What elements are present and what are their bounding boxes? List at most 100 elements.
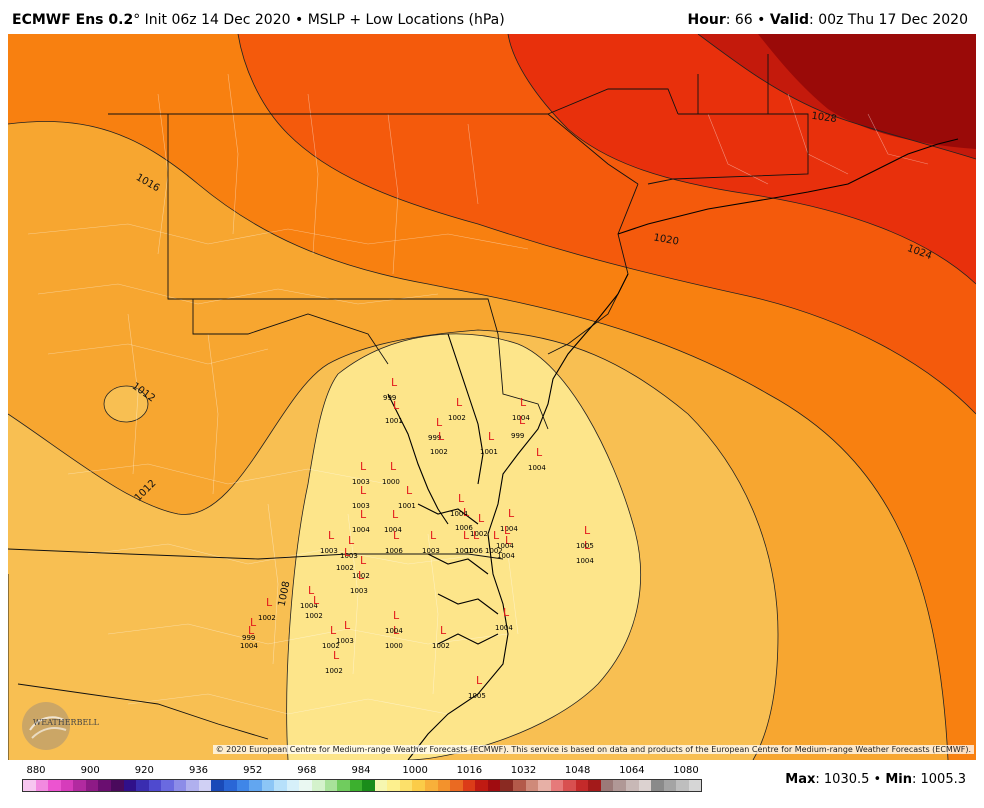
copyright-notice: © 2020 European Centre for Medium-range … <box>212 745 974 754</box>
low-pressure-value: 999 <box>428 434 441 442</box>
max-label: Max <box>785 772 816 787</box>
low-pressure-value: 1005 <box>468 692 486 700</box>
scale-swatch <box>651 780 664 791</box>
low-pressure-value: 1002 <box>336 564 354 572</box>
low-marker: L <box>463 506 470 519</box>
scale-swatch <box>148 780 162 791</box>
low-pressure-value: 1003 <box>352 478 370 486</box>
scale-swatch <box>48 780 61 791</box>
low-pressure-value: 1002 <box>430 448 448 456</box>
isobar-label: 1008 <box>277 580 293 607</box>
low-pressure-value: 1002 <box>470 530 488 538</box>
coastline <box>387 138 959 760</box>
low-pressure-value: 1004 <box>352 526 370 534</box>
pressure-map: 1008 1012 1012 1016 1020 1024 1028 L 999 L… <box>8 34 976 760</box>
low-pressure-value: 1005 <box>576 542 594 550</box>
scale-swatch <box>425 780 438 791</box>
low-marker: L <box>360 508 367 521</box>
low-marker: L <box>393 399 400 412</box>
low-marker: L <box>476 674 483 687</box>
scale-swatch <box>211 780 224 791</box>
low-pressure-value: 1002 <box>325 667 343 675</box>
low-pressure-value: 1001 <box>398 502 416 510</box>
low-pressure-value: 999 <box>511 432 524 440</box>
degree-symbol: ° <box>133 12 141 28</box>
max-min-summary: Max: 1030.5 • Min: 1005.3 <box>785 772 966 787</box>
scale-tick-label: 900 <box>80 765 100 776</box>
weatherbell-logo-icon <box>22 702 70 750</box>
valid-label: Valid <box>769 12 810 28</box>
scale-swatch <box>161 780 174 791</box>
low-marker: L <box>344 546 351 559</box>
low-pressure-value: 1004 <box>576 557 594 565</box>
low-marker: L <box>248 624 255 637</box>
scale-labels: 880 900 920 936 952 968 984 1000 1016 1032 1048 106… <box>22 765 702 777</box>
low-pressure-value: 1000 <box>382 478 400 486</box>
low-marker: L <box>473 529 480 542</box>
low-marker: L <box>360 484 367 497</box>
scale-swatch <box>173 780 187 791</box>
scale-swatch <box>575 780 589 791</box>
hour-label: Hour <box>687 12 726 28</box>
valid-value: : 00z Thu 17 Dec 2020 <box>809 12 968 28</box>
scale-swatch <box>588 780 601 791</box>
scale-swatch <box>487 780 501 791</box>
low-marker: L <box>393 624 400 637</box>
low-marker: L <box>463 529 470 542</box>
low-marker: L <box>493 529 500 542</box>
low-marker: L <box>508 507 515 520</box>
low-pressure-value: 1004 <box>500 525 518 533</box>
low-pressure-value: 1000 <box>385 642 403 650</box>
low-marker: L <box>344 619 351 632</box>
low-marker: L <box>358 569 365 582</box>
scale-swatch <box>224 780 237 791</box>
low-pressure-value: 1001 <box>385 417 403 425</box>
scale-swatch <box>374 780 388 791</box>
low-pressure-value: 1002 <box>322 642 340 650</box>
low-marker: L <box>330 624 337 637</box>
scale-swatch <box>399 780 413 791</box>
low-marker: L <box>266 596 273 609</box>
scale-swatch <box>663 780 677 791</box>
scale-swatch <box>525 780 539 791</box>
scale-swatch <box>286 780 300 791</box>
scale-swatch <box>299 780 312 791</box>
low-marker: L <box>436 416 443 429</box>
scale-tick-label: 1032 <box>510 765 537 776</box>
low-marker: L <box>456 396 463 409</box>
scale-swatch <box>600 780 614 791</box>
low-marker: L <box>391 376 398 389</box>
scale-swatch <box>362 780 375 791</box>
low-marker: L <box>390 460 397 473</box>
scale-swatch <box>236 780 250 791</box>
low-pressure-value: 1004 <box>300 602 318 610</box>
scale-swatch <box>450 780 463 791</box>
low-pressure-value: 1004 <box>450 510 468 518</box>
low-pressure-value: 1002 <box>448 414 466 422</box>
low-pressure-value: 1006 <box>465 547 483 555</box>
low-marker: L <box>348 534 355 547</box>
low-marker: L <box>584 539 591 552</box>
model-name: ECMWF Ens 0.2 <box>12 12 134 28</box>
low-marker: L <box>505 534 512 547</box>
scale-swatch <box>274 780 287 791</box>
low-pressure-value: 1002 <box>432 642 450 650</box>
low-pressure-value: 1004 <box>496 542 514 550</box>
isobar-line-1012 <box>8 329 779 760</box>
state-lines <box>8 54 809 760</box>
scale-swatch <box>387 780 400 791</box>
scale-swatch <box>563 780 576 791</box>
low-marker: L <box>438 430 445 443</box>
scale-swatch <box>186 780 199 791</box>
low-marker: L <box>393 529 400 542</box>
low-pressure-value: 1003 <box>352 502 370 510</box>
scale-tick-label: 1016 <box>456 765 483 776</box>
band-1004-1008 <box>286 334 641 760</box>
low-marker: L <box>392 508 399 521</box>
low-pressure-value: 999 <box>383 394 396 402</box>
scale-swatch <box>198 780 212 791</box>
scale-swatch <box>337 780 350 791</box>
low-marker: L <box>430 529 437 542</box>
scale-tick-label: 1000 <box>402 765 428 776</box>
